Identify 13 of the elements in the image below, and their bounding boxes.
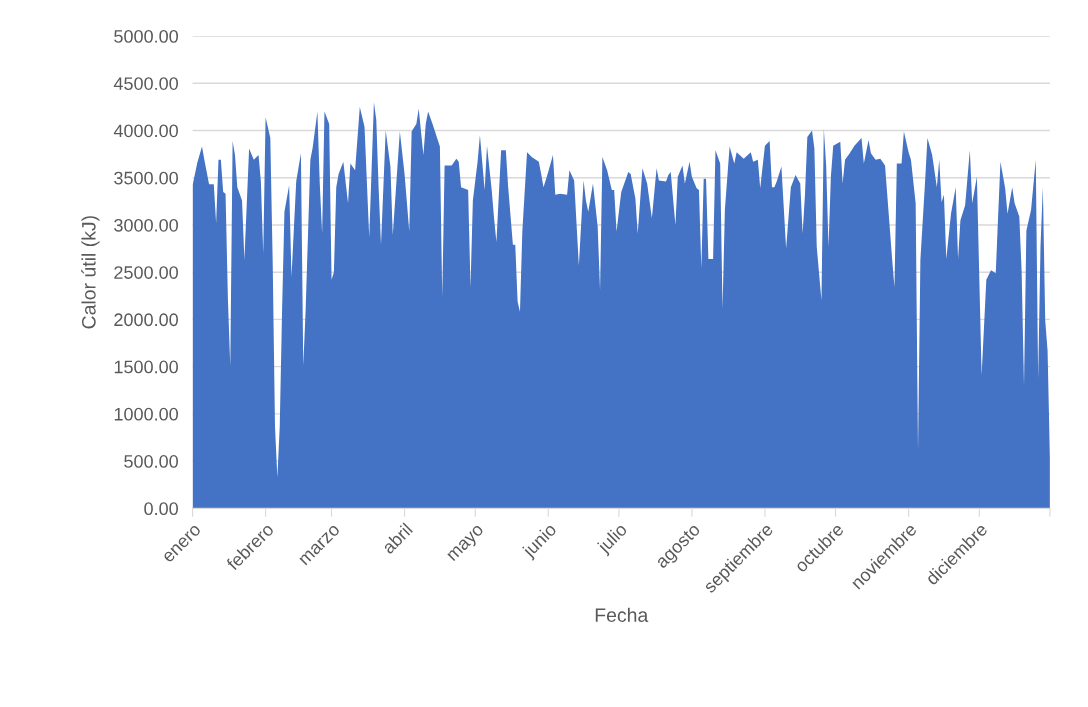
y-tick-label: 2500.00 [114, 266, 178, 279]
x-axis-title: Fecha [595, 607, 649, 622]
y-tick-label: 5000.00 [114, 29, 178, 43]
y-tick-label: 4000.00 [113, 124, 178, 138]
y-tick-label: 2000.00 [114, 313, 178, 327]
y-axis-title: Calor útil (kJ) [81, 216, 100, 329]
y-tick-label: 0.00 [144, 502, 178, 516]
y-tick-label: 1500.00 [114, 360, 178, 374]
y-tick-label: 3000.00 [114, 218, 178, 232]
y-tick-label: 4500.00 [113, 77, 178, 90]
y-tick-label: 1000.00 [114, 407, 178, 421]
y-tick-label: 3500.00 [114, 171, 178, 185]
y-tick-label: 500.00 [124, 455, 178, 468]
